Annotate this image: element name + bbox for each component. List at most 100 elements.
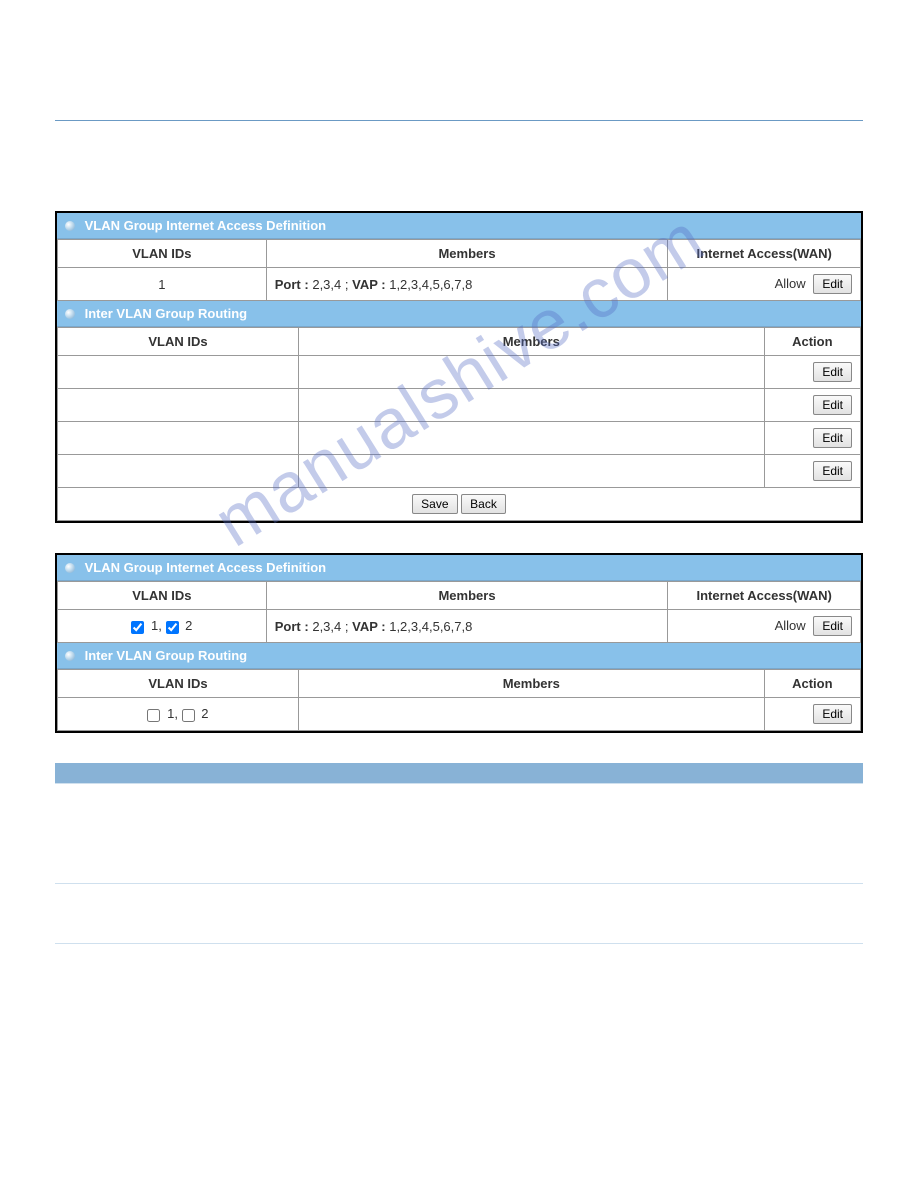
col-action: Action — [764, 670, 860, 698]
col-members: Members — [266, 582, 668, 610]
port-value: 2,3,4 ; — [312, 619, 348, 634]
col-wan: Internet Access(WAN) — [668, 240, 861, 268]
vlan-checkbox-2[interactable] — [182, 709, 195, 722]
edit-button[interactable]: Edit — [813, 395, 852, 415]
table-row: Edit — [58, 356, 861, 389]
vlan-checkbox-1[interactable] — [131, 621, 144, 634]
action-cell: Edit — [764, 422, 860, 455]
vlan-checkbox-1[interactable] — [147, 709, 160, 722]
table-row — [55, 784, 863, 884]
vap-value: 1,2,3,4,5,6,7,8 — [389, 277, 472, 292]
port-label: Port : — [275, 277, 309, 292]
table-row: Edit — [58, 389, 861, 422]
bullet-icon — [65, 651, 75, 661]
edit-button[interactable]: Edit — [813, 428, 852, 448]
save-button[interactable]: Save — [412, 494, 457, 514]
inter-vlan-routing-table: VLAN IDs Members Action 1, 2 Edit — [57, 669, 861, 731]
col-vlan-ids: VLAN IDs — [58, 670, 299, 698]
vlan-access-panel-1: VLAN Group Internet Access Definition VL… — [55, 211, 863, 523]
port-value: 2,3,4 ; — [312, 277, 348, 292]
wan-cell: Allow Edit — [668, 610, 861, 643]
table-row: 1 Port : 2,3,4 ; VAP : 1,2,3,4,5,6,7,8 A… — [58, 268, 861, 301]
col-vlan-ids: VLAN IDs — [58, 582, 267, 610]
access-definition-header: VLAN Group Internet Access Definition — [57, 213, 861, 239]
members-cell — [298, 389, 764, 422]
vlan-id-cell — [58, 422, 299, 455]
inter-vlan-routing-title: Inter VLAN Group Routing — [85, 648, 247, 663]
access-definition-title: VLAN Group Internet Access Definition — [85, 218, 327, 233]
access-definition-header: VLAN Group Internet Access Definition — [57, 555, 861, 581]
col-members: Members — [266, 240, 668, 268]
table-header-row — [55, 763, 863, 784]
col-members: Members — [298, 328, 764, 356]
access-definition-table: VLAN IDs Members Internet Access(WAN) 1,… — [57, 581, 861, 643]
vlan-checkbox-label: 2 — [185, 618, 192, 633]
vlan-id-cell — [58, 356, 299, 389]
table-header-row: VLAN IDs Members Internet Access(WAN) — [58, 582, 861, 610]
table-header-row: VLAN IDs Members Action — [58, 328, 861, 356]
col-action: Action — [764, 328, 860, 356]
col-wan: Internet Access(WAN) — [668, 582, 861, 610]
inter-vlan-routing-table: VLAN IDs Members Action Edit Edit — [57, 327, 861, 521]
action-cell: Edit — [764, 698, 860, 731]
desc-term — [55, 884, 265, 944]
members-cell — [298, 455, 764, 488]
desc-text — [265, 884, 863, 944]
back-button[interactable]: Back — [461, 494, 506, 514]
vlan-checkbox-2[interactable] — [166, 621, 179, 634]
page-rule — [55, 120, 863, 121]
table-header-row: VLAN IDs Members Action — [58, 670, 861, 698]
access-definition-table: VLAN IDs Members Internet Access(WAN) 1 … — [57, 239, 861, 301]
vlan-id-cell — [58, 389, 299, 422]
vlan-id-cell — [58, 455, 299, 488]
table-row: Edit — [58, 422, 861, 455]
action-cell: Edit — [764, 389, 860, 422]
vap-label: VAP : — [352, 277, 385, 292]
desc-col-desc — [265, 763, 863, 784]
vlan-id-cell: 1, 2 — [58, 698, 299, 731]
vap-value: 1,2,3,4,5,6,7,8 — [389, 619, 472, 634]
vlan-id-cell: 1 — [58, 268, 267, 301]
wan-label: Allow — [775, 618, 806, 633]
table-row: 1, 2 Edit — [58, 698, 861, 731]
col-vlan-ids: VLAN IDs — [58, 328, 299, 356]
vlan-access-panel-2: VLAN Group Internet Access Definition VL… — [55, 553, 863, 733]
port-label: Port : — [275, 619, 309, 634]
action-cell: Edit — [764, 455, 860, 488]
bullet-icon — [65, 309, 75, 319]
button-row: Save Back — [58, 488, 861, 521]
vlan-checkbox-label: 1, — [167, 706, 178, 721]
vap-label: VAP : — [352, 619, 385, 634]
access-definition-title: VLAN Group Internet Access Definition — [85, 560, 327, 575]
desc-term — [55, 784, 265, 884]
vlan-id-cell: 1, 2 — [58, 610, 267, 643]
col-members: Members — [298, 670, 764, 698]
table-row: 1, 2 Port : 2,3,4 ; VAP : 1,2,3,4,5,6,7,… — [58, 610, 861, 643]
edit-button[interactable]: Edit — [813, 461, 852, 481]
bullet-icon — [65, 221, 75, 231]
edit-button[interactable]: Edit — [813, 274, 852, 294]
table-header-row: VLAN IDs Members Internet Access(WAN) — [58, 240, 861, 268]
description-table — [55, 763, 863, 944]
inter-vlan-routing-header: Inter VLAN Group Routing — [57, 643, 861, 669]
wan-label: Allow — [775, 276, 806, 291]
action-cell: Edit — [764, 356, 860, 389]
members-cell — [298, 422, 764, 455]
edit-button[interactable]: Edit — [813, 616, 852, 636]
members-cell: Port : 2,3,4 ; VAP : 1,2,3,4,5,6,7,8 — [266, 268, 668, 301]
vlan-checkbox-label: 1, — [151, 618, 162, 633]
col-vlan-ids: VLAN IDs — [58, 240, 267, 268]
table-row: Edit — [58, 455, 861, 488]
table-row — [55, 884, 863, 944]
inter-vlan-routing-title: Inter VLAN Group Routing — [85, 306, 247, 321]
members-cell — [298, 356, 764, 389]
members-cell — [298, 698, 764, 731]
desc-text — [265, 784, 863, 884]
desc-col-term — [55, 763, 265, 784]
vlan-checkbox-label: 2 — [201, 706, 208, 721]
members-cell: Port : 2,3,4 ; VAP : 1,2,3,4,5,6,7,8 — [266, 610, 668, 643]
bullet-icon — [65, 563, 75, 573]
wan-cell: Allow Edit — [668, 268, 861, 301]
edit-button[interactable]: Edit — [813, 704, 852, 724]
edit-button[interactable]: Edit — [813, 362, 852, 382]
